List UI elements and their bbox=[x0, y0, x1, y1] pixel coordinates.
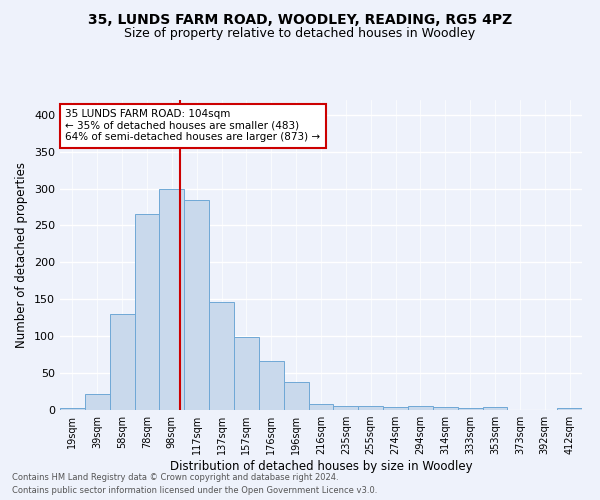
Bar bbox=[134, 214, 160, 410]
Text: Contains public sector information licensed under the Open Government Licence v3: Contains public sector information licen… bbox=[12, 486, 377, 495]
Bar bbox=[209, 302, 234, 410]
Bar bbox=[383, 407, 408, 410]
X-axis label: Distribution of detached houses by size in Woodley: Distribution of detached houses by size … bbox=[170, 460, 472, 473]
Bar bbox=[284, 382, 308, 410]
Text: Contains HM Land Registry data © Crown copyright and database right 2024.: Contains HM Land Registry data © Crown c… bbox=[12, 474, 338, 482]
Bar bbox=[334, 406, 358, 410]
Bar bbox=[160, 188, 184, 410]
Bar bbox=[458, 408, 482, 410]
Bar bbox=[110, 314, 134, 410]
Bar bbox=[234, 337, 259, 410]
Bar bbox=[184, 200, 209, 410]
Text: Size of property relative to detached houses in Woodley: Size of property relative to detached ho… bbox=[124, 28, 476, 40]
Y-axis label: Number of detached properties: Number of detached properties bbox=[16, 162, 28, 348]
Bar bbox=[60, 408, 85, 410]
Bar bbox=[259, 362, 284, 410]
Bar bbox=[433, 407, 458, 410]
Text: 35, LUNDS FARM ROAD, WOODLEY, READING, RG5 4PZ: 35, LUNDS FARM ROAD, WOODLEY, READING, R… bbox=[88, 12, 512, 26]
Text: 35 LUNDS FARM ROAD: 104sqm
← 35% of detached houses are smaller (483)
64% of sem: 35 LUNDS FARM ROAD: 104sqm ← 35% of deta… bbox=[65, 110, 320, 142]
Bar bbox=[408, 406, 433, 410]
Bar bbox=[557, 408, 582, 410]
Bar bbox=[308, 404, 334, 410]
Bar bbox=[358, 406, 383, 410]
Bar bbox=[482, 407, 508, 410]
Bar bbox=[85, 394, 110, 410]
